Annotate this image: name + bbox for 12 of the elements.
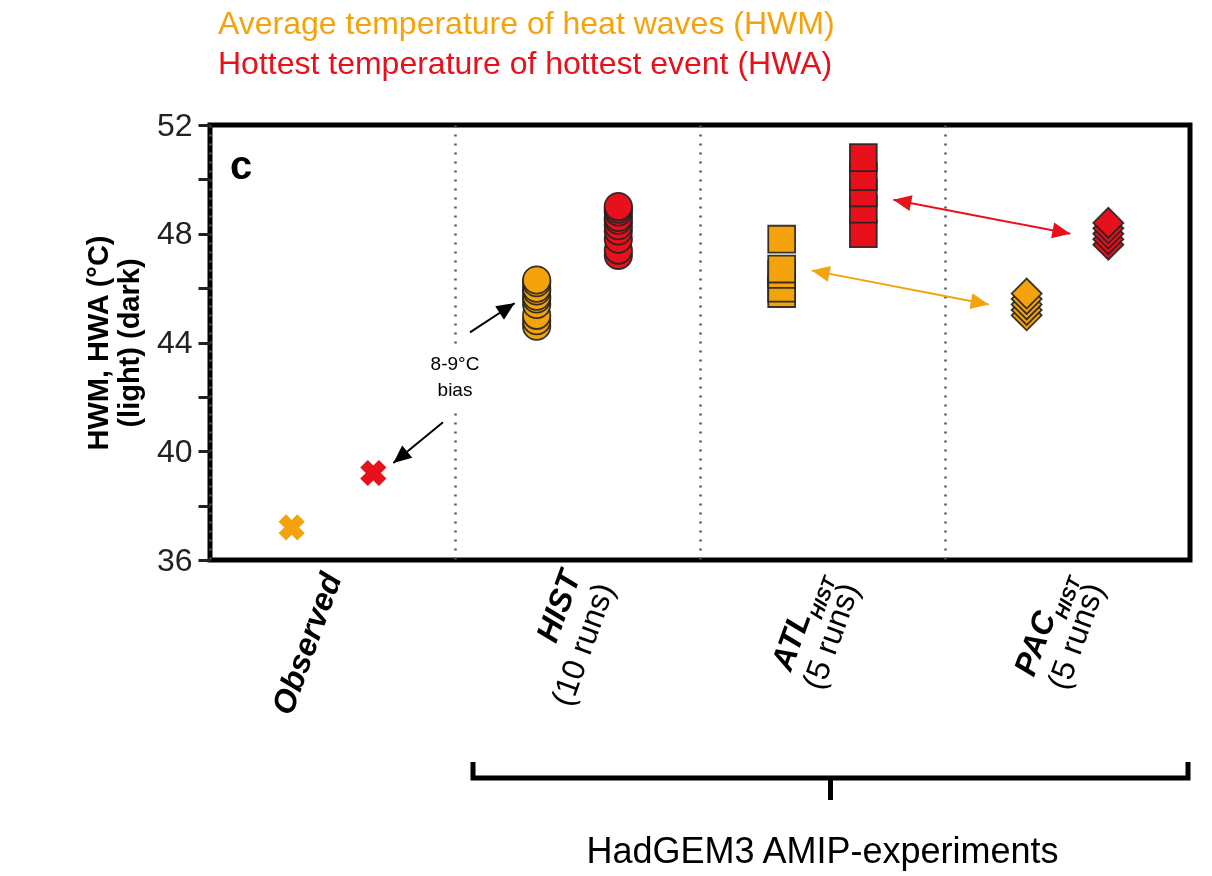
y-axis-title: HWM, HWA (°C) (light) (dark) bbox=[81, 235, 145, 451]
y-tick-label: 52 bbox=[156, 106, 193, 143]
y-tick-label: 36 bbox=[156, 541, 193, 578]
y-tick-label: 40 bbox=[156, 432, 193, 469]
y-tick-label: 48 bbox=[156, 215, 193, 252]
y-tick-label: 44 bbox=[156, 324, 193, 360]
text: Hottest temperature of hottest event (HWA) bbox=[218, 45, 833, 81]
text: HadGEM3 AMIP-experiments bbox=[586, 830, 1059, 872]
annotation: c bbox=[230, 143, 253, 188]
text: Average temperature of heat waves (HWM) bbox=[218, 5, 835, 41]
annotation: 8-9°C bias bbox=[422, 347, 488, 407]
x-tick-label: HIST (10 runs) bbox=[528, 563, 622, 711]
